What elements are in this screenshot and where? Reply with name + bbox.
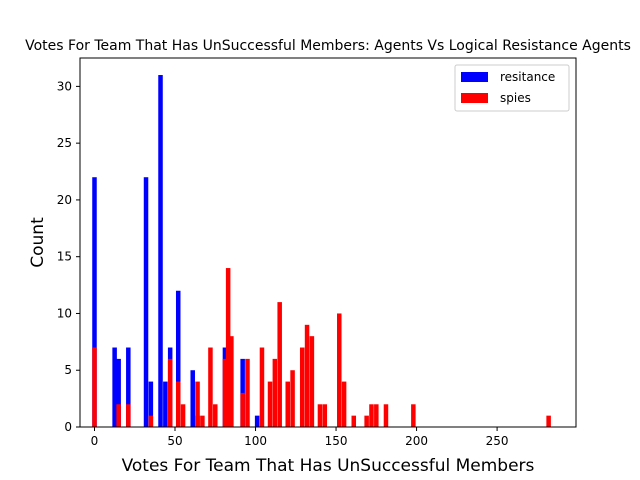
bar-spies	[285, 381, 290, 427]
bars-layer	[92, 75, 551, 427]
bar-resitance	[158, 75, 163, 427]
y-tick-label: 25	[57, 136, 72, 150]
bar-spies	[92, 347, 97, 427]
x-tick-label: 0	[91, 434, 99, 448]
bar-spies	[126, 404, 131, 427]
bar-spies	[304, 324, 310, 427]
y-tick-label: 30	[57, 79, 72, 93]
x-tick-label: 250	[486, 434, 509, 448]
y-axis-label: Count	[28, 217, 48, 268]
bar-spies	[337, 313, 342, 427]
bar-spies	[200, 415, 205, 427]
chart-title: Votes For Team That Has UnSuccessful Mem…	[25, 38, 631, 54]
x-tick-label: 200	[405, 434, 428, 448]
bar-spies	[374, 404, 379, 427]
bar-resitance	[190, 370, 195, 427]
plot-frame	[79, 57, 577, 428]
bar-spies	[322, 404, 328, 427]
x-tick-label: 50	[167, 434, 182, 448]
bar-spies	[369, 404, 374, 427]
bar-spies	[208, 347, 213, 427]
bar-spies	[364, 415, 369, 427]
bar-resitance	[148, 381, 154, 427]
bar-spies	[148, 415, 154, 427]
legend-swatch-resitance	[461, 72, 488, 82]
legend: resitance spies	[454, 64, 570, 112]
bar-spies	[317, 404, 323, 427]
bar-spies	[546, 415, 551, 427]
bar-spies	[222, 358, 228, 427]
bar-spies	[240, 392, 245, 427]
y-tick-label: 10	[57, 306, 72, 320]
bar-spies	[175, 381, 181, 427]
ticks-layer: 0 50 100 150 200 250 0 5 10 15 20 25 30	[57, 79, 509, 448]
bar-spies	[383, 404, 389, 427]
bar-resitance	[254, 415, 260, 427]
bar-spies	[341, 381, 347, 427]
x-axis-label: Votes For Team That Has UnSuccessful Mem…	[122, 456, 535, 476]
bar-resitance	[175, 290, 181, 427]
bar-spies	[267, 381, 273, 427]
bar-resitance	[163, 381, 168, 427]
bar-resitance	[126, 347, 131, 427]
legend-swatch-spies	[461, 93, 488, 103]
y-tick-label: 0	[64, 420, 72, 434]
bar-spies	[116, 404, 121, 427]
x-tick-label: 150	[325, 434, 348, 448]
bar-spies	[245, 358, 250, 427]
y-tick-label: 15	[57, 250, 72, 264]
bar-resitance	[92, 177, 97, 427]
bar-spies	[259, 347, 265, 427]
bar-spies	[167, 358, 173, 427]
x-tick-label: 100	[244, 434, 267, 448]
legend-label-spies: spies	[500, 91, 531, 105]
bar-spies	[180, 404, 186, 427]
bar-spies	[213, 404, 218, 427]
y-tick-label: 5	[64, 363, 72, 377]
y-tick-label: 20	[57, 193, 72, 207]
bar-spies	[272, 358, 278, 427]
bar-spies	[411, 404, 416, 427]
bar-spies	[195, 381, 200, 427]
legend-label-resitance: resitance	[500, 70, 555, 84]
bar-spies	[277, 302, 282, 427]
bar-spies	[229, 336, 234, 427]
bar-spies	[351, 415, 357, 427]
bar-spies	[299, 347, 305, 427]
bar-resitance	[112, 347, 117, 427]
bar-resitance	[143, 177, 149, 427]
bar-resitance	[116, 358, 121, 427]
bar-spies	[309, 336, 315, 427]
bar-spies	[225, 268, 231, 427]
bar-spies	[290, 370, 295, 427]
